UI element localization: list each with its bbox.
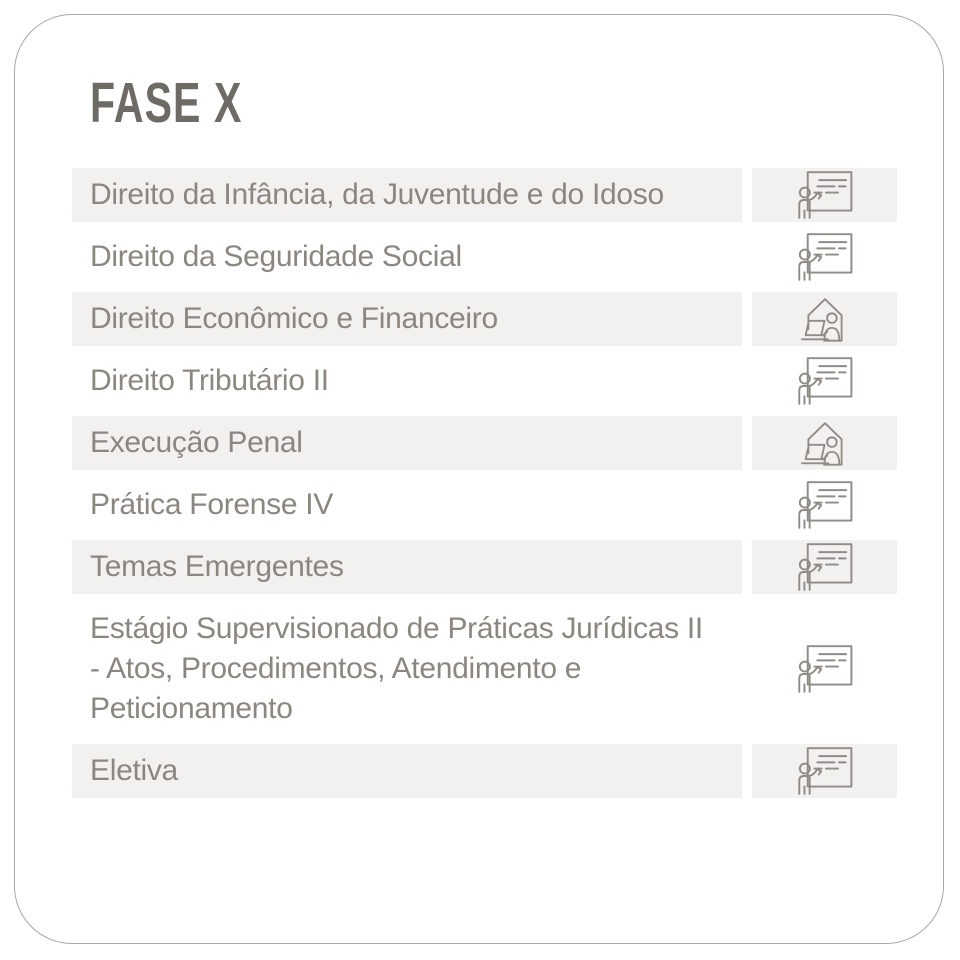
course-row: Direito Tributário II [72, 354, 897, 408]
course-row: Direito Econômico e Financeiro [72, 292, 897, 346]
course-row: Temas Emergentes [72, 540, 897, 594]
course-name-cell: Direito Tributário II [72, 354, 742, 408]
course-row: Eletiva [72, 744, 897, 798]
course-name-cell: Direito da Seguridade Social [72, 230, 742, 284]
course-name: Estágio Supervisionado de Práticas Juríd… [90, 612, 703, 725]
course-name: Direito Econômico e Financeiro [90, 302, 498, 335]
course-name-cell: Execução Penal [72, 416, 742, 470]
course-row: Prática Forense IV [72, 478, 897, 532]
course-modality-cell [752, 478, 897, 532]
course-name: Direito Tributário II [90, 364, 329, 397]
course-name: Execução Penal [90, 426, 303, 459]
course-modality-cell [752, 168, 897, 222]
home-study-icon [800, 422, 843, 466]
classroom-presentation-icon [797, 645, 852, 693]
classroom-presentation-icon [797, 543, 852, 591]
classroom-presentation-icon [797, 171, 852, 219]
course-modality-cell [752, 744, 897, 798]
course-name: Eletiva [90, 754, 178, 787]
phase-title: FASE X [90, 71, 243, 135]
course-modality-cell [752, 230, 897, 284]
classroom-presentation-icon [797, 357, 852, 405]
course-modality-cell [752, 354, 897, 408]
classroom-presentation-icon [797, 747, 852, 795]
course-name-cell: Direito da Infância, da Juventude e do I… [72, 168, 742, 222]
course-row: Execução Penal [72, 416, 897, 470]
course-name-cell: Prática Forense IV [72, 478, 742, 532]
course-row: Estágio Supervisionado de Práticas Juríd… [72, 602, 897, 736]
course-modality-cell [752, 540, 897, 594]
course-name-cell: Direito Econômico e Financeiro [72, 292, 742, 346]
course-modality-cell [752, 292, 897, 346]
course-name-cell: Temas Emergentes [72, 540, 742, 594]
course-row: Direito da Infância, da Juventude e do I… [72, 168, 897, 222]
classroom-presentation-icon [797, 481, 852, 529]
classroom-presentation-icon [797, 233, 852, 281]
course-name: Direito da Seguridade Social [90, 240, 462, 273]
course-row: Direito da Seguridade Social [72, 230, 897, 284]
course-name: Temas Emergentes [90, 550, 344, 583]
course-name-cell: Eletiva [72, 744, 742, 798]
course-modality-cell [752, 602, 897, 736]
course-name: Prática Forense IV [90, 488, 334, 521]
course-modality-cell [752, 416, 897, 470]
course-name-cell: Estágio Supervisionado de Práticas Juríd… [72, 602, 742, 736]
course-name: Direito da Infância, da Juventude e do I… [90, 178, 664, 211]
course-list: Direito da Infância, da Juventude e do I… [72, 168, 897, 798]
home-study-icon [800, 298, 843, 342]
phase-card: FASE X Direito da Infância, da Juventude… [14, 14, 944, 944]
